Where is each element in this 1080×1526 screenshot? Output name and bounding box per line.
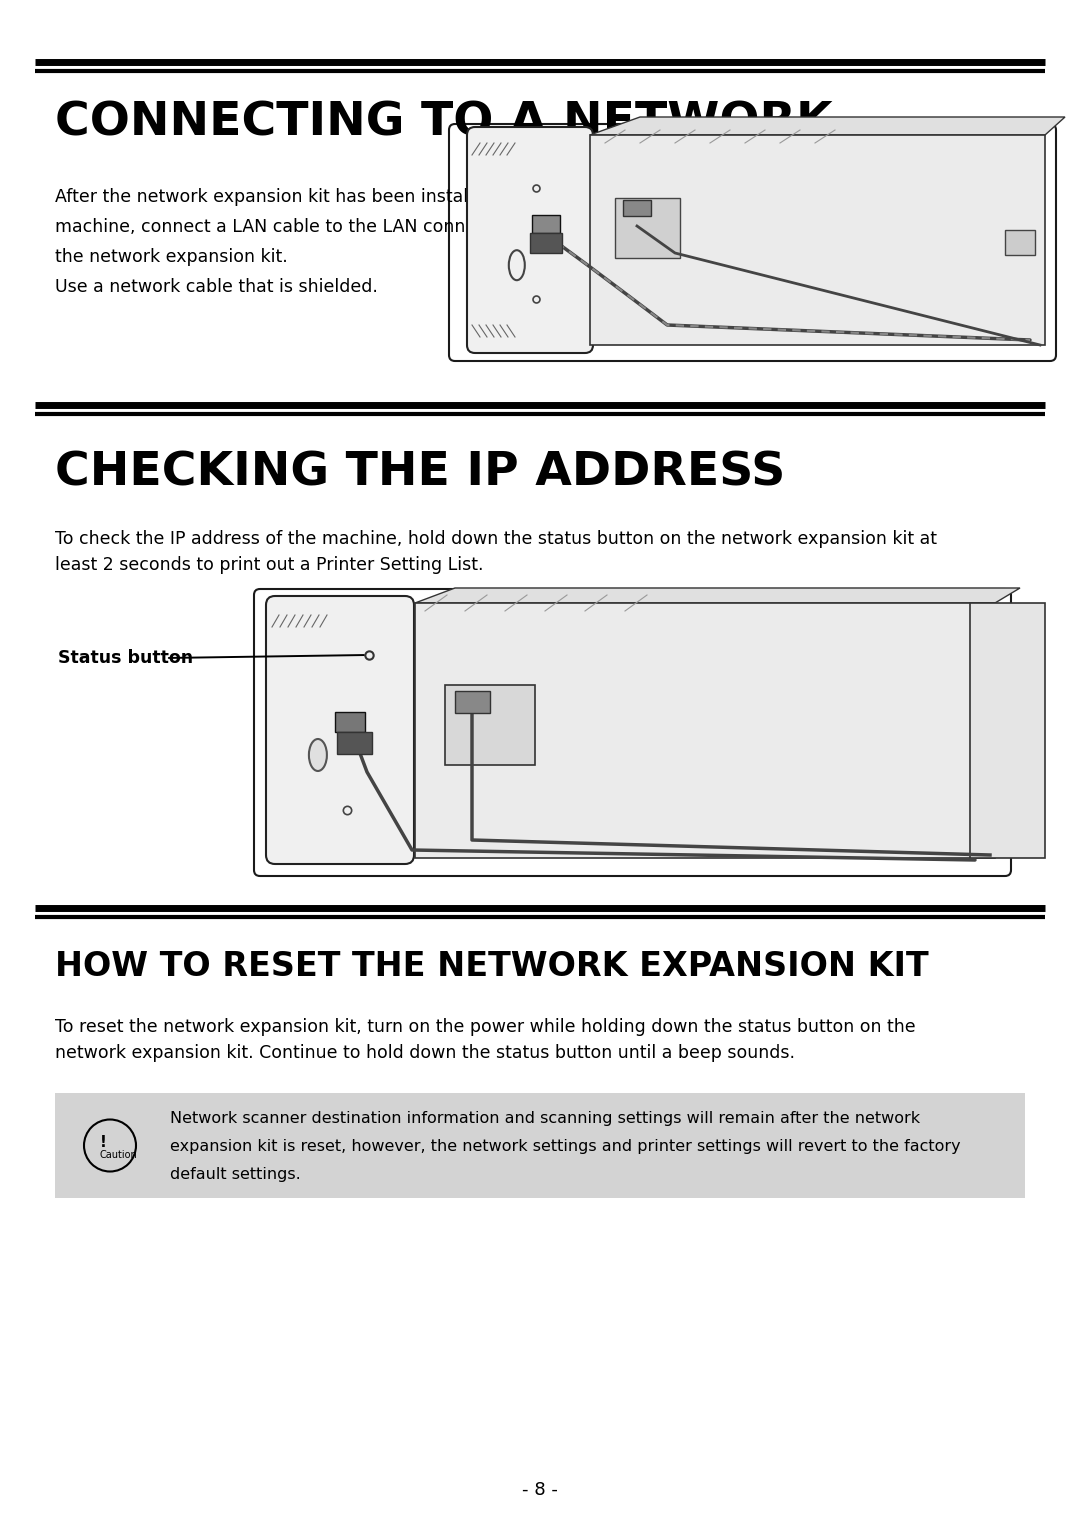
Text: After the network expansion kit has been installed in the: After the network expansion kit has been…: [55, 188, 551, 206]
Text: Use a network cable that is shielded.: Use a network cable that is shielded.: [55, 278, 378, 296]
Text: expansion kit is reset, however, the network settings and printer settings will : expansion kit is reset, however, the net…: [170, 1138, 960, 1154]
Text: Caution: Caution: [99, 1151, 137, 1160]
Polygon shape: [590, 118, 1065, 134]
Circle shape: [84, 1120, 136, 1172]
Text: default settings.: default settings.: [170, 1167, 300, 1183]
Text: HOW TO RESET THE NETWORK EXPANSION KIT: HOW TO RESET THE NETWORK EXPANSION KIT: [55, 951, 929, 983]
Text: network expansion kit. Continue to hold down the status button until a beep soun: network expansion kit. Continue to hold …: [55, 1044, 795, 1062]
Bar: [615, 198, 680, 258]
FancyBboxPatch shape: [449, 124, 1056, 362]
Text: To check the IP address of the machine, hold down the status button on the netwo: To check the IP address of the machine, …: [55, 530, 937, 548]
Text: machine, connect a LAN cable to the LAN connector of: machine, connect a LAN cable to the LAN …: [55, 218, 534, 237]
Text: the network expansion kit.: the network expansion kit.: [55, 249, 287, 266]
Ellipse shape: [509, 250, 525, 281]
Bar: [335, 713, 365, 732]
Text: CHECKING THE IP ADDRESS: CHECKING THE IP ADDRESS: [55, 450, 785, 494]
Bar: [337, 732, 372, 754]
FancyBboxPatch shape: [254, 589, 1011, 876]
Polygon shape: [415, 588, 1020, 603]
FancyBboxPatch shape: [266, 597, 414, 864]
Bar: [970, 603, 1045, 858]
Bar: [623, 200, 651, 217]
Ellipse shape: [309, 739, 327, 771]
Bar: [415, 603, 995, 858]
Bar: [532, 215, 561, 233]
Bar: [455, 691, 490, 713]
Bar: [530, 233, 563, 253]
Text: least 2 seconds to print out a Printer Setting List.: least 2 seconds to print out a Printer S…: [55, 555, 484, 574]
Bar: [445, 685, 535, 765]
Bar: [1005, 230, 1035, 255]
FancyBboxPatch shape: [467, 127, 593, 353]
Bar: [590, 134, 1045, 345]
Text: CONNECTING TO A NETWORK: CONNECTING TO A NETWORK: [55, 101, 833, 145]
Text: - 8 -: - 8 -: [522, 1482, 558, 1499]
Bar: [55, 1093, 1025, 1198]
Text: !: !: [99, 1135, 107, 1151]
Text: Status button: Status button: [58, 649, 193, 667]
Text: To reset the network expansion kit, turn on the power while holding down the sta: To reset the network expansion kit, turn…: [55, 1018, 916, 1036]
Text: Network scanner destination information and scanning settings will remain after : Network scanner destination information …: [170, 1111, 920, 1126]
